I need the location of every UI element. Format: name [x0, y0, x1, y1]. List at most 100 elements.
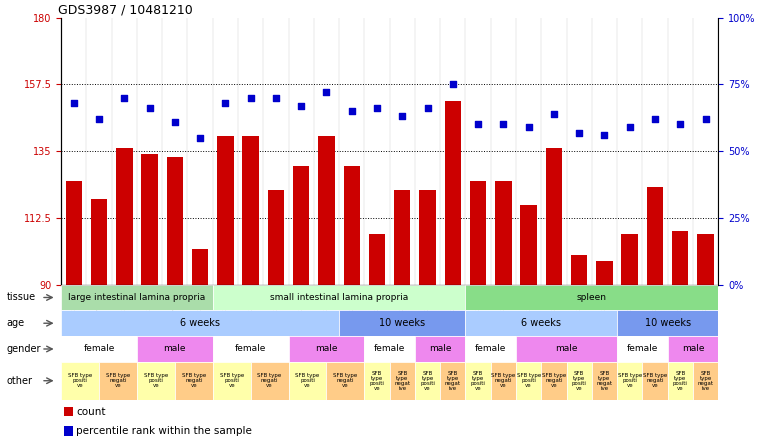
Bar — [167, 157, 183, 285]
Text: SFB type
negati
ve: SFB type negati ve — [257, 373, 282, 388]
Text: percentile rank within the sample: percentile rank within the sample — [76, 426, 252, 436]
Bar — [64, 426, 73, 436]
Bar — [91, 198, 107, 285]
Bar — [693, 362, 718, 400]
Bar — [339, 310, 465, 336]
Bar — [415, 362, 440, 400]
Bar — [419, 190, 435, 285]
Bar — [516, 336, 617, 362]
Bar — [141, 154, 158, 285]
Text: female: female — [475, 345, 507, 353]
Bar — [520, 205, 537, 285]
Bar — [364, 362, 390, 400]
Point — [472, 121, 484, 128]
Text: SFB
type
positi
ve: SFB type positi ve — [673, 371, 688, 391]
Text: female: female — [374, 345, 406, 353]
Point — [523, 123, 535, 131]
Bar — [99, 362, 137, 400]
Bar — [64, 407, 73, 416]
Bar — [668, 362, 693, 400]
Text: SFB
type
positi
ve: SFB type positi ve — [471, 371, 486, 391]
Bar — [217, 136, 234, 285]
Text: gender: gender — [7, 344, 41, 354]
Bar — [192, 249, 209, 285]
Bar — [465, 285, 718, 310]
Bar — [445, 101, 461, 285]
Bar — [495, 181, 512, 285]
Bar — [61, 310, 339, 336]
Point — [447, 81, 459, 88]
Text: SFB
type
positi
ve: SFB type positi ve — [370, 371, 384, 391]
Text: male: male — [429, 345, 452, 353]
Text: SFB type
negati
ve: SFB type negati ve — [491, 373, 516, 388]
Bar — [390, 362, 415, 400]
Point — [320, 89, 332, 96]
Point — [270, 94, 282, 101]
Bar — [326, 362, 364, 400]
Bar — [344, 166, 360, 285]
Bar — [698, 234, 714, 285]
Bar — [175, 362, 212, 400]
Bar — [394, 190, 410, 285]
Point — [623, 123, 636, 131]
Bar — [617, 310, 718, 336]
Text: female: female — [83, 345, 115, 353]
Text: 10 weeks: 10 weeks — [645, 318, 691, 328]
Point — [548, 110, 560, 117]
Text: 6 weeks: 6 weeks — [180, 318, 220, 328]
Point — [345, 107, 358, 115]
Bar — [364, 336, 415, 362]
Bar — [251, 362, 289, 400]
Bar — [617, 362, 643, 400]
Bar — [596, 261, 613, 285]
Text: SFB type
negati
ve: SFB type negati ve — [333, 373, 358, 388]
Text: female: female — [626, 345, 658, 353]
Bar — [369, 234, 385, 285]
Bar — [545, 148, 562, 285]
Bar — [465, 362, 490, 400]
Text: other: other — [7, 376, 33, 386]
Bar — [289, 362, 326, 400]
Bar — [137, 336, 212, 362]
Bar — [567, 362, 592, 400]
Text: SFB type
negati
ve: SFB type negati ve — [106, 373, 130, 388]
Text: large intestinal lamina propria: large intestinal lamina propria — [68, 293, 206, 302]
Text: SFB type
positi
ve: SFB type positi ve — [296, 373, 319, 388]
Text: female: female — [235, 345, 267, 353]
Bar — [647, 187, 663, 285]
Point — [649, 115, 661, 123]
Text: SFB type
positi
ve: SFB type positi ve — [144, 373, 168, 388]
Bar — [212, 362, 251, 400]
Text: age: age — [7, 318, 24, 328]
Bar — [643, 362, 668, 400]
Point — [244, 94, 257, 101]
Text: male: male — [316, 345, 338, 353]
Bar — [440, 362, 465, 400]
Bar — [66, 181, 82, 285]
Text: male: male — [163, 345, 186, 353]
Text: SFB type
negati
ve: SFB type negati ve — [542, 373, 566, 388]
Text: SFB
type
negat
ive: SFB type negat ive — [394, 371, 410, 391]
Bar — [242, 136, 259, 285]
Point — [674, 121, 686, 128]
Text: SFB type
positi
ve: SFB type positi ve — [617, 373, 642, 388]
Text: SFB
type
positi
ve: SFB type positi ve — [420, 371, 435, 391]
Text: SFB
type
negat
ive: SFB type negat ive — [597, 371, 613, 391]
Text: male: male — [555, 345, 578, 353]
Point — [422, 105, 434, 112]
Text: count: count — [76, 407, 105, 416]
Point — [118, 94, 131, 101]
Point — [598, 131, 610, 139]
Bar — [212, 285, 465, 310]
Point — [397, 113, 409, 120]
Text: SFB type
negati
ve: SFB type negati ve — [182, 373, 206, 388]
Text: tissue: tissue — [7, 293, 36, 302]
Text: SFB
type
positi
ve: SFB type positi ve — [571, 371, 587, 391]
Bar — [617, 336, 668, 362]
Bar — [212, 336, 289, 362]
Point — [497, 121, 510, 128]
Bar — [61, 336, 137, 362]
Bar — [621, 234, 638, 285]
Point — [295, 102, 307, 109]
Bar — [672, 231, 688, 285]
